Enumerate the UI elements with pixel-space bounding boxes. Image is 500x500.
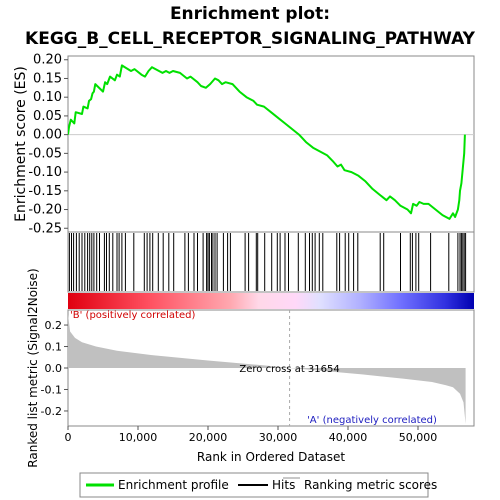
x-tick-label: 20,000 [189, 431, 228, 444]
x-tick-label: 50,000 [399, 431, 438, 444]
positively-correlated-label: 'B' (positively correlated) [70, 310, 195, 321]
x-tick-label: 30,000 [259, 431, 298, 444]
metric-panel: -0.2 -0.1 0.0 0.1 0.2 'B' (positively correl… [26, 268, 475, 468]
x-tick-label: 40,000 [329, 431, 368, 444]
es-y-tick-label: -0.25 [28, 221, 62, 236]
es-y-tick-label: 0.20 [33, 53, 62, 68]
x-axis-label: Rank in Ordered Dataset [197, 450, 345, 464]
es-y-tick-label: 0.05 [33, 109, 62, 124]
metric-y-axis-label: Ranked list metric (Signal2Noise) [26, 268, 40, 467]
negatively-correlated-label: 'A' (negatively correlated) [307, 415, 437, 426]
es-y-tick-label: -0.15 [28, 184, 62, 199]
es-y-tick-label: -0.20 [28, 203, 62, 218]
es-y-tick-label: 0.10 [33, 90, 62, 105]
es-y-axis-label: Enrichment score (ES) [13, 66, 29, 222]
x-axis-ticks: 0 10,000 20,000 30,000 40,000 50,000 [65, 426, 438, 444]
hits-area [67, 231, 475, 293]
metric-y-tick-label: -0.1 [41, 383, 62, 396]
hits-panel [67, 231, 475, 309]
x-tick-label: 10,000 [119, 431, 158, 444]
es-y-ticks: -0.25 -0.20 -0.15 -0.10 -0.05 0.00 0.05 0.10 0.1… [28, 53, 68, 236]
es-y-tick-label: 0.15 [33, 71, 62, 86]
metric-y-tick-label: 0.2 [45, 319, 63, 332]
metric-y-ticks: -0.2 -0.1 0.0 0.1 0.2 [41, 319, 68, 418]
metric-y-tick-label: 0.1 [45, 341, 63, 354]
es-y-tick-label: -0.10 [28, 165, 62, 180]
zero-cross-label: Zero cross at 31654 [239, 364, 339, 375]
metric-y-tick-label: 0.0 [45, 362, 63, 375]
chart-title-line2: KEGG_B_CELL_RECEPTOR_SIGNALING_PATHWAY [25, 29, 476, 49]
ranking-metric-area [68, 314, 466, 424]
chart-title-line1: Enrichment plot: [170, 4, 330, 24]
es-y-tick-label: 0.00 [33, 128, 62, 143]
es-panel: -0.25 -0.20 -0.15 -0.10 -0.05 0.00 0.05 0.10 0.1… [13, 53, 475, 236]
enrichment-profile-line [68, 64, 466, 220]
metric-y-tick-label: -0.2 [41, 405, 62, 418]
hit-lines [68, 233, 467, 291]
x-tick-label: 0 [65, 431, 72, 444]
es-plot-area [67, 55, 475, 233]
legend: Enrichment profile Hits Ranking metric s… [79, 472, 437, 498]
legend-enrichment-label: Enrichment profile [118, 478, 229, 492]
legend-hits-label: Hits [272, 478, 295, 492]
ranking-heatmap [68, 293, 474, 309]
es-y-tick-label: -0.05 [28, 146, 62, 161]
legend-metric-label: Ranking metric scores [304, 478, 437, 492]
